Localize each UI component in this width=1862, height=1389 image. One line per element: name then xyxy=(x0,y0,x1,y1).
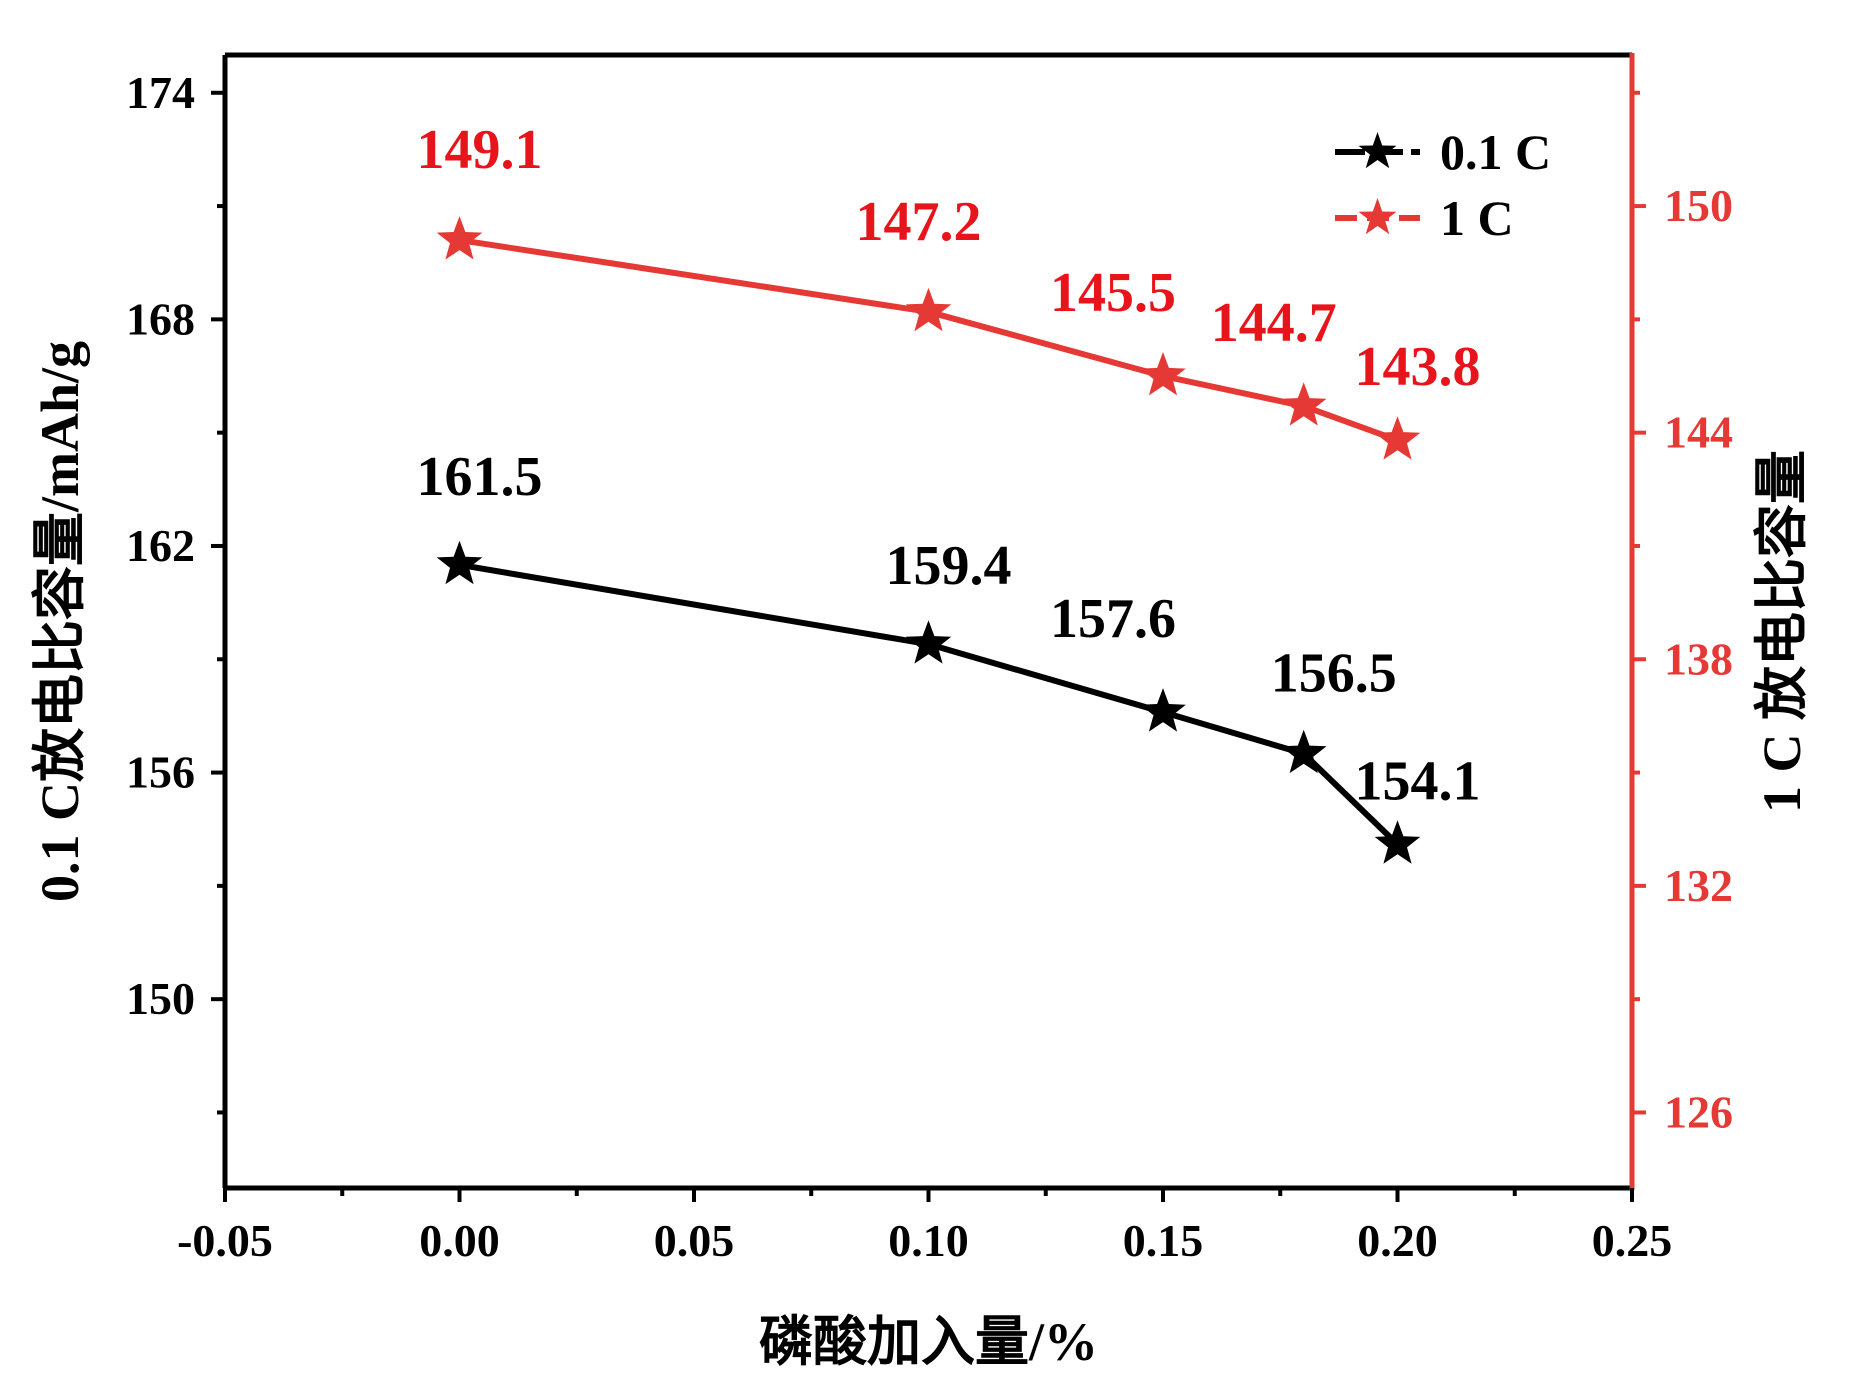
ticks: -0.05 0.00 0.05 0.10 0.15 0.20 0.25 150 156 162 16… xyxy=(126,67,1733,1266)
y-left-tick-label: 174 xyxy=(126,67,195,118)
data-label: 147.2 xyxy=(856,191,982,253)
star-marker-point xyxy=(905,620,952,664)
legend-star-icon xyxy=(1358,132,1397,169)
star-marker-point xyxy=(1374,416,1421,460)
x-tick-label: 0.20 xyxy=(1357,1215,1438,1266)
y-left-tick-label: 168 xyxy=(126,293,195,344)
data-label: 144.7 xyxy=(1211,292,1337,354)
star-marker-point xyxy=(1140,352,1186,396)
star-marker-point xyxy=(436,216,483,260)
data-label: 149.1 xyxy=(417,119,543,181)
y-right-tick-label: 144 xyxy=(1664,407,1733,458)
star-marker-point xyxy=(1140,688,1186,732)
data-label: 156.5 xyxy=(1271,643,1397,705)
star-marker-point xyxy=(1374,820,1421,864)
star-marker-point xyxy=(905,287,952,332)
x-tick-label: 0.00 xyxy=(419,1215,500,1266)
y-left-tick-label: 162 xyxy=(126,520,195,571)
y-right-tick-label: 132 xyxy=(1664,860,1733,911)
data-label: 154.1 xyxy=(1355,750,1481,812)
data-labels: 161.5 159.4 157.6 156.5 154.1 149.1 147.2 145.5… xyxy=(417,119,1481,812)
y-right-tick-label: 150 xyxy=(1664,180,1733,231)
y-left-tick-label: 156 xyxy=(126,747,195,798)
data-label: 159.4 xyxy=(886,535,1012,597)
data-label: 157.6 xyxy=(1050,588,1176,650)
series-layer xyxy=(436,216,1421,864)
x-tick-label: 0.25 xyxy=(1592,1215,1673,1266)
legend-label: 1 C xyxy=(1440,190,1514,246)
x-tick-label: 0.15 xyxy=(1123,1215,1204,1266)
legend-label: 0.1 C xyxy=(1440,124,1551,180)
x-tick-label: 0.05 xyxy=(654,1215,735,1266)
x-axis-title: 磷酸加入量/% xyxy=(759,1312,1098,1372)
data-label: 145.5 xyxy=(1050,262,1176,324)
y-left-tick-label: 150 xyxy=(126,973,195,1024)
star-marker-point xyxy=(1280,382,1327,426)
y-right-axis-title: 1 C 放电比容量 xyxy=(1752,450,1812,813)
y-right-tick-label: 126 xyxy=(1664,1086,1733,1137)
data-label: 143.8 xyxy=(1355,336,1481,398)
legend-star-icon xyxy=(1358,198,1397,235)
star-marker-point xyxy=(1280,729,1327,774)
x-tick-label: 0.10 xyxy=(888,1215,969,1266)
y-right-tick-label: 138 xyxy=(1664,633,1733,684)
data-label: 161.5 xyxy=(417,446,543,508)
x-tick-label: -0.05 xyxy=(177,1215,273,1266)
star-marker-point xyxy=(436,540,483,585)
y-left-axis-title: 0.1 C放电比容量/mAh/g xyxy=(30,341,90,902)
legend: 0.1 C 1 C xyxy=(1335,124,1551,246)
